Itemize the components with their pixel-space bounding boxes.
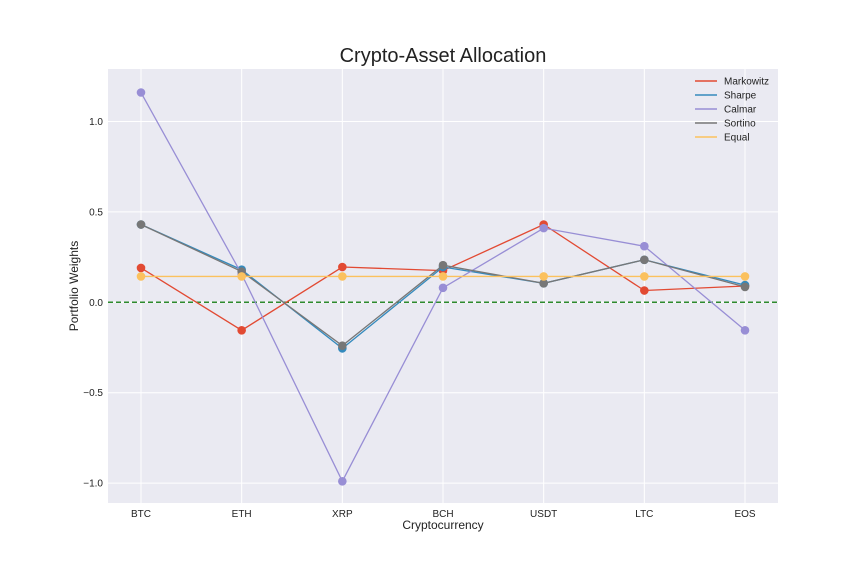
data-point-equal	[539, 272, 548, 281]
chart-title: Crypto-Asset Allocation	[340, 45, 547, 67]
y-tick-label: −0.5	[83, 388, 103, 399]
legend-item-sortino: Sortino	[695, 119, 756, 130]
legend-item-calmar: Calmar	[695, 105, 757, 116]
legend-label: Equal	[724, 133, 750, 144]
data-point-markowitz	[640, 286, 649, 295]
data-point-markowitz	[136, 263, 146, 273]
data-point-sortino	[740, 282, 750, 292]
legend-label: Sharpe	[724, 91, 757, 102]
legend: Markowitz Sharpe Calmar Sortino Equal	[695, 77, 769, 144]
data-point-calmar	[136, 88, 146, 97]
data-point-equal	[136, 272, 146, 281]
data-point-calmar	[740, 326, 750, 335]
data-point-sortino	[136, 220, 146, 229]
data-point-equal	[237, 272, 246, 281]
y-tick-label: 0.5	[89, 207, 103, 218]
legend-item-markowitz: Markowitz	[695, 77, 769, 88]
series-sortino	[136, 220, 750, 350]
data-point-sortino	[640, 255, 649, 265]
data-point-equal	[640, 272, 649, 281]
data-point-equal	[438, 272, 448, 281]
legend-item-sharpe: Sharpe	[695, 91, 757, 102]
x-tick-label: BTC	[131, 509, 151, 520]
y-tick-label: −1.0	[83, 479, 103, 490]
data-point-sortino	[338, 341, 347, 350]
data-point-sortino	[539, 278, 548, 288]
legend-label: Markowitz	[724, 77, 769, 88]
x-tick-label: BCH	[432, 509, 453, 520]
data-point-equal	[740, 272, 750, 281]
x-tick-label: ETH	[232, 509, 252, 520]
legend-label: Sortino	[724, 119, 756, 130]
grid-lines	[108, 69, 778, 503]
y-axis-label: Portfolio Weights	[67, 241, 81, 332]
series-group	[136, 88, 750, 486]
x-axis-label: Cryptocurrency	[402, 518, 483, 532]
data-point-calmar	[539, 223, 548, 233]
x-tick-label: LTC	[635, 509, 653, 520]
data-point-sortino	[438, 260, 448, 270]
data-point-calmar	[438, 283, 448, 293]
data-point-calmar	[640, 241, 649, 251]
data-point-calmar	[338, 477, 347, 486]
data-point-markowitz	[338, 262, 347, 272]
legend-item-equal: Equal	[695, 133, 750, 144]
data-point-markowitz	[237, 326, 246, 335]
series-equal	[136, 272, 750, 281]
x-tick-label: XRP	[332, 509, 353, 520]
y-tick-label: 1.0	[89, 117, 103, 128]
x-tick-label: EOS	[734, 509, 755, 520]
y-tick-label: 0.0	[89, 298, 103, 309]
x-tick-labels: BTC ETH XRP BCH USDT LTC EOS	[131, 509, 756, 520]
x-tick-label: USDT	[530, 509, 557, 520]
legend-label: Calmar	[724, 105, 757, 116]
data-point-equal	[338, 272, 347, 281]
y-tick-labels: 1.0 0.5 0.0 −0.5 −1.0	[83, 117, 103, 490]
